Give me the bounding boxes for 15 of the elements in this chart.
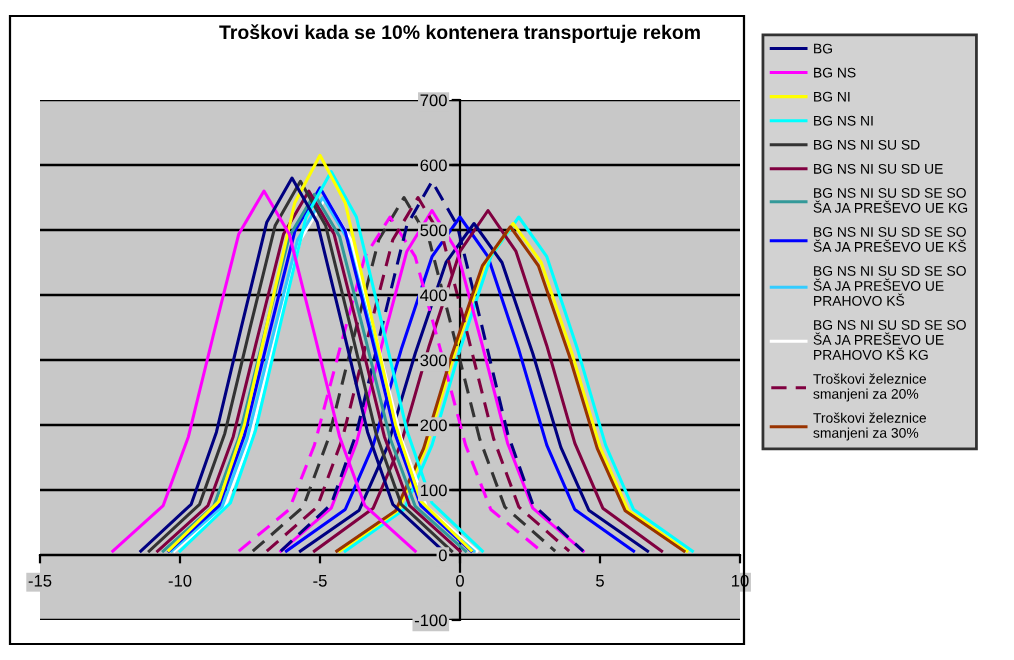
y-tick-label: 500 — [420, 224, 447, 237]
x-tick-label: -10 — [168, 574, 192, 587]
x-tick-label: 5 — [596, 575, 604, 587]
x-tick-label: 0 — [456, 574, 464, 587]
chart-title: Troškovi kada se 10% kontenera transportuje rekom — [219, 24, 700, 43]
y-tick-label: -100 — [414, 614, 447, 627]
x-tick-label: -15 — [28, 575, 52, 587]
y-tick-label: 100 — [420, 484, 447, 497]
y-tick-label: 700 — [420, 94, 447, 107]
y-tick-label: 400 — [420, 289, 447, 302]
y-tick-label: 600 — [420, 159, 447, 172]
x-tick-label: -5 — [313, 575, 327, 587]
y-tick-label: 300 — [420, 354, 447, 367]
y-tick-label: 200 — [420, 419, 447, 432]
y-tick-label: 0 — [438, 549, 447, 562]
